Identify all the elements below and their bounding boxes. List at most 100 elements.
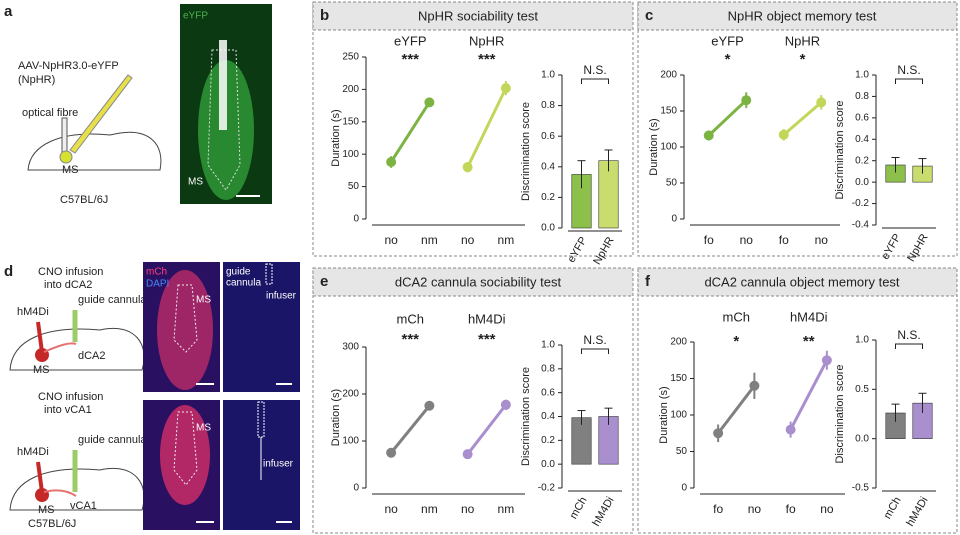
x-tick-label: eYFP [565,235,589,265]
mean-point [462,162,473,173]
mean-point [821,355,832,366]
virus-name: (NpHR) [18,74,55,86]
y-tick-label: 150 [342,116,359,127]
y-tick-label: 0.8 [541,363,555,374]
mean-point [424,97,435,108]
region-label: MS [38,504,55,516]
y-tick-label: -0.5 [852,483,870,494]
y-axis-label: Duration (s) [648,118,660,175]
syringe [69,74,133,154]
mean-line [789,359,829,431]
y-axis-label: Discrimination score [834,364,846,463]
y-tick-label: 0.2 [541,435,555,446]
panel-title: dCA2 cannula sociability test [395,274,562,289]
virus-label: AAV-NpHR3.0-eYFP [18,60,119,72]
virus-label: hM4Di [17,446,49,458]
mean-point [462,449,473,460]
panel-title: NpHR object memory test [728,8,877,23]
infusion-label: into vCA1 [44,404,92,416]
panel-header [312,1,634,31]
panel-title: dCA2 cannula object memory test [704,274,899,289]
significance: * [725,51,731,68]
y-tick-label: 50 [348,181,360,192]
x-tick-label: no [384,502,398,516]
x-tick-label: hM4Di [904,495,930,529]
x-tick-label: nm [421,233,438,247]
significance: N.S. [897,63,920,77]
y-tick-label: 200 [342,84,359,95]
image-channel: mCh [146,267,167,278]
y-tick-label: 100 [342,436,359,447]
mean-line [707,99,748,137]
fibre-track [219,40,227,130]
significance: N.S. [583,63,606,77]
y-tick-label: 0 [681,483,687,494]
image-region: MS [188,177,203,188]
series-label: mCh [397,311,424,326]
y-tick-label: 150 [670,373,687,384]
mean-point [386,447,397,458]
y-axis-label: Discrimination score [520,102,532,201]
x-tick-label: hM4Di [590,495,616,529]
y-tick-label: 100 [660,142,677,153]
image-region: MS [196,423,211,434]
ms-outline [207,49,241,191]
panel-letter: d [4,263,13,280]
target-label: dCA2 [78,350,106,362]
y-tick-label: 0.4 [541,411,555,422]
y-tick-label: 0.6 [855,112,869,123]
y-tick-label: 0.0 [855,433,869,444]
panel-header [312,267,634,297]
series-label: eYFP [394,33,427,48]
panel-d: d CNO infusion into dCA2 hM4Di guide can… [4,262,300,530]
mean-point [749,380,760,391]
y-axis-label: Duration (s) [330,109,342,166]
x-tick-label: nm [498,502,515,516]
mean-point [386,156,397,167]
y-tick-label: 100 [342,149,359,160]
x-tick-label: fo [713,502,723,516]
series-label: NpHR [785,33,820,48]
y-tick-label: 50 [676,446,688,457]
fibre [61,117,68,154]
panel-letter: f [645,273,651,290]
significance-bracket [895,78,923,84]
y-tick-label: 1.0 [855,70,869,81]
image-label: infuser [263,459,294,470]
injection-site [59,150,73,164]
cannula-label: guide cannula [78,294,147,306]
mean-point [816,97,827,108]
mean-point [703,130,714,141]
significance: N.S. [583,333,606,347]
y-tick-label: 0.2 [541,192,555,203]
y-tick-label: -0.2 [538,483,556,494]
x-tick-label: mCh [568,495,590,521]
mean-point [424,400,435,411]
x-tick-label: mCh [882,495,904,521]
fibre-label: optical fibre [22,107,78,119]
x-tick-label: fo [704,233,714,247]
y-tick-label: 0.2 [855,155,869,166]
image-region: MS [196,295,211,306]
y-tick-label: 0.5 [855,384,869,395]
syringe [36,461,44,493]
significance: *** [478,51,496,68]
infusion-label: CNO infusion [38,391,103,403]
series-label: NpHR [469,33,504,48]
image-label: guide [226,267,251,278]
panel-a: a AAV-NpHR3.0-eYFP (NpHR) optical fibre … [4,3,272,206]
significance: *** [401,51,419,68]
mean-line [716,384,756,435]
x-tick-label: no [461,502,475,516]
image-channel: eYFP [183,11,208,22]
significance: * [733,333,739,350]
y-axis-label: Duration (s) [330,389,342,446]
y-tick-label: 0 [353,483,359,494]
virus-label: hM4Di [17,306,49,318]
ms-outline [173,411,198,486]
mean-point [713,428,724,439]
x-tick-label: NpHR [591,235,616,267]
y-tick-label: 1.0 [855,335,869,346]
panel-letter: a [4,3,13,20]
y-tick-label: 0.4 [541,161,555,172]
